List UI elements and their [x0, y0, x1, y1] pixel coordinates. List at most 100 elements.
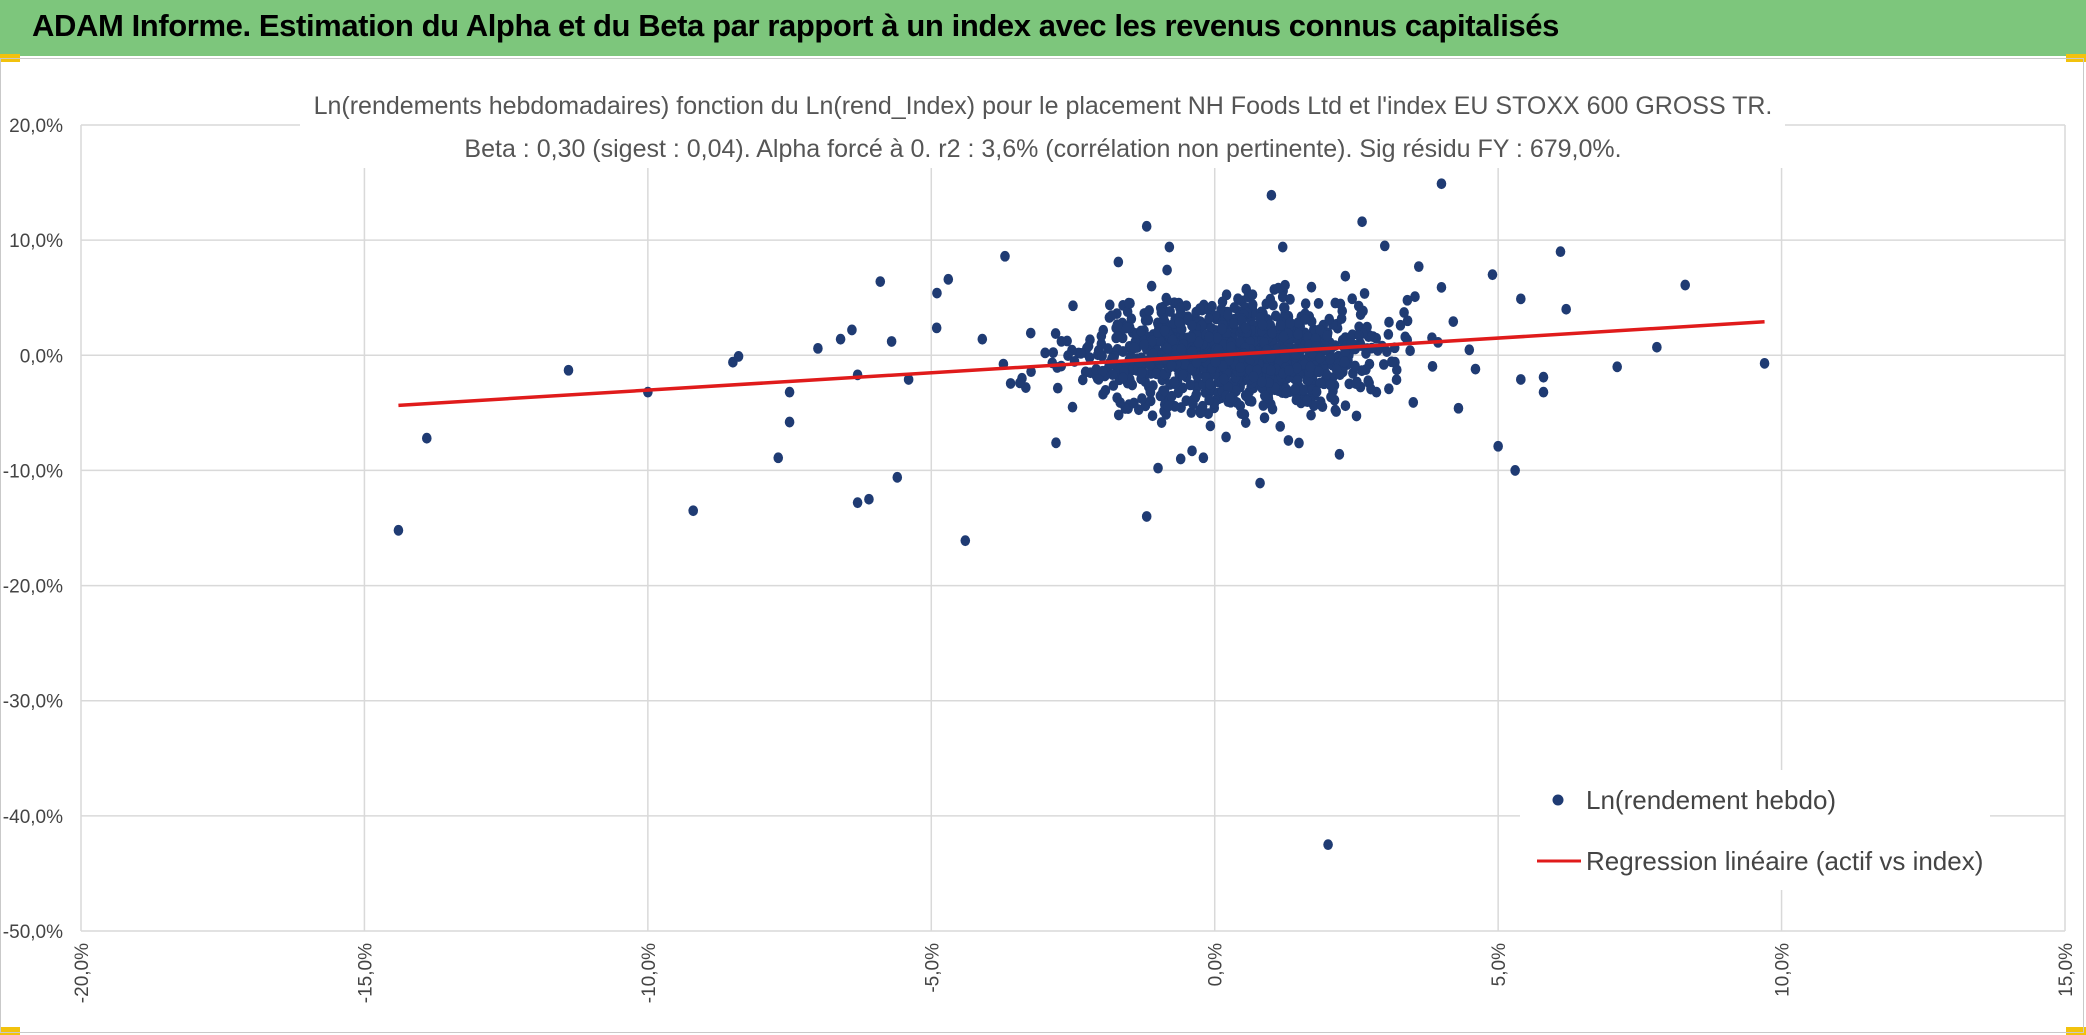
scatter-point: [1175, 453, 1186, 465]
scatter-point: [1258, 400, 1269, 411]
scatter-point: [688, 505, 699, 517]
scatter-point: [1427, 360, 1438, 372]
scatter-point: [1322, 330, 1333, 342]
y-tick-label: 20,0%: [9, 116, 63, 137]
scatter-point: [1470, 363, 1481, 375]
scatter-point: [1188, 398, 1198, 410]
legend-point-marker: [1552, 794, 1564, 806]
scatter-point: [1145, 360, 1155, 371]
scatter-point: [1315, 377, 1326, 389]
scatter-point: [1612, 361, 1622, 373]
scatter-point: [733, 351, 744, 362]
scatter-point: [1106, 310, 1117, 322]
scatter-point: [1187, 445, 1197, 457]
scatter-point: [1107, 369, 1118, 380]
chart-title: Ln(rendements hebdomadaires) fonction du…: [314, 92, 1773, 120]
scatter-point: [1448, 316, 1459, 328]
scatter-point: [1405, 345, 1415, 357]
scatter-point: [1151, 368, 1162, 380]
scatter-point: [1176, 343, 1187, 355]
scatter-point: [1280, 279, 1290, 291]
scatter-point: [1040, 347, 1050, 359]
scatter-point: [1264, 377, 1274, 389]
chart-subtitle: Beta : 0,30 (sigest : 0,04). Alpha forcé…: [464, 135, 1621, 163]
scatter-point: [1051, 437, 1061, 449]
title-background: [300, 88, 1785, 168]
scatter-point: [1306, 409, 1316, 421]
scatter-point: [1257, 376, 1267, 388]
scatter-point: [1222, 309, 1233, 321]
scatter-point: [1399, 307, 1409, 318]
scatter-point: [852, 497, 863, 509]
scatter-point: [1277, 241, 1288, 253]
scatter-point: [1147, 410, 1158, 422]
scatter-point: [1118, 372, 1128, 384]
scatter-point: [1108, 380, 1119, 391]
scatter-point: [1165, 306, 1175, 317]
scatter-point: [1321, 369, 1332, 381]
scatter-point: [931, 322, 942, 334]
scatter-point: [1270, 310, 1281, 322]
scatter-point: [1357, 216, 1367, 228]
scatter-point: [1278, 331, 1289, 343]
scatter-point: [1163, 400, 1174, 412]
scatter-point: [1284, 365, 1294, 376]
scatter-point: [1129, 342, 1140, 354]
scatter-point: [1347, 293, 1358, 305]
y-tick-label: -20,0%: [3, 577, 63, 598]
scatter-point: [1325, 379, 1336, 391]
scatter-point: [1166, 390, 1177, 402]
scatter-point: [1026, 366, 1036, 378]
scatter-point: [1162, 264, 1172, 276]
scatter-point: [1291, 394, 1302, 406]
scatter-point: [1453, 402, 1464, 414]
scatter-point: [784, 416, 795, 428]
scatter-point: [1311, 386, 1322, 398]
scatter-point: [1123, 297, 1134, 309]
x-tick-label: 15,0%: [2056, 943, 2077, 997]
scatter-point: [1275, 421, 1286, 432]
scatter-point: [886, 336, 897, 347]
scatter-point: [1315, 324, 1325, 336]
scatter-point: [1224, 354, 1234, 366]
scatter-point: [1056, 335, 1067, 347]
scatter-point: [1257, 319, 1268, 331]
scatter-point: [1204, 313, 1214, 325]
scatter-point: [1166, 359, 1177, 371]
scatter-point: [892, 471, 903, 483]
scatter-point: [1240, 322, 1251, 334]
scatter-point: [1198, 452, 1209, 464]
scatter-point: [1217, 360, 1228, 372]
scatter-point: [1159, 385, 1170, 397]
scatter-point: [864, 493, 874, 505]
x-tick-label: -20,0%: [72, 943, 93, 1003]
scatter-point: [1015, 377, 1025, 389]
report-title: ADAM Informe. Estimation du Alpha et du …: [32, 8, 1559, 43]
scatter-point: [1204, 331, 1214, 343]
scatter-point: [1487, 269, 1498, 281]
x-tick-label: -15,0%: [355, 943, 376, 1003]
scatter-point: [1175, 302, 1185, 314]
scatter-point: [1221, 431, 1231, 443]
scatter-point: [1493, 440, 1503, 452]
scatter-point: [1313, 298, 1324, 309]
scatter-point: [813, 342, 823, 354]
scatter-point: [1331, 363, 1342, 375]
scatter-point: [1048, 347, 1059, 359]
scatter-point: [421, 432, 432, 444]
scatter-point: [1025, 327, 1036, 339]
scatter-point: [1306, 281, 1317, 293]
scatter-point: [1212, 332, 1223, 344]
scatter-point: [847, 324, 857, 336]
title-banner: ADAM Informe. Estimation du Alpha et du …: [0, 0, 2086, 56]
scatter-point: [1113, 409, 1124, 421]
scatter-point: [1240, 417, 1251, 428]
scatter-point: [1538, 386, 1549, 398]
scatter-point: [1268, 299, 1278, 311]
scatter-point: [1187, 346, 1198, 357]
scatter-point: [784, 386, 795, 398]
scatter-point: [1350, 360, 1360, 372]
scatter-point: [1164, 241, 1175, 253]
scatter-point: [1680, 279, 1691, 291]
